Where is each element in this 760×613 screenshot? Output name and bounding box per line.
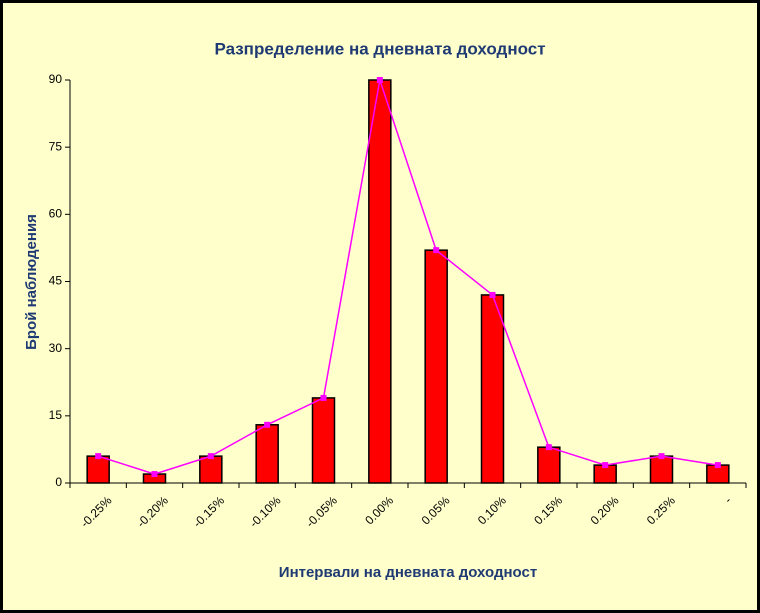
line: [97, 79, 718, 475]
y-tick-label: 90: [49, 72, 63, 86]
line-marker: [376, 77, 383, 83]
bar: [311, 397, 336, 484]
line-marker: [264, 421, 271, 428]
line-marker: [95, 453, 102, 460]
bar: [649, 455, 674, 484]
y-tick-label: 60: [49, 207, 63, 221]
line-marker: [714, 462, 721, 469]
line-marker: [545, 444, 552, 451]
bar: [199, 455, 223, 484]
y-tick-label: 75: [49, 139, 63, 153]
line-marker: [151, 471, 158, 478]
bar: [86, 455, 110, 484]
bar: [480, 294, 505, 484]
bar: [424, 249, 448, 484]
y-tick-label: 30: [49, 341, 63, 355]
x-axis-title: Интервали на дневната доходност: [279, 564, 537, 581]
line-marker: [320, 394, 327, 401]
bar: [537, 446, 561, 484]
line-marker: [433, 247, 440, 254]
y-axis-title: Брой наблюдения: [23, 214, 40, 350]
bar: [255, 424, 279, 484]
line-marker: [658, 453, 665, 460]
bar: [368, 79, 392, 484]
y-tick-label: 0: [55, 475, 62, 489]
y-tick-label: 15: [49, 408, 63, 422]
line-marker: [602, 462, 609, 469]
line-marker: [489, 291, 496, 298]
y-tick-label: 45: [49, 274, 63, 288]
chart-title: Разпределение на дневната доходност: [214, 39, 545, 58]
line-marker: [207, 453, 214, 460]
